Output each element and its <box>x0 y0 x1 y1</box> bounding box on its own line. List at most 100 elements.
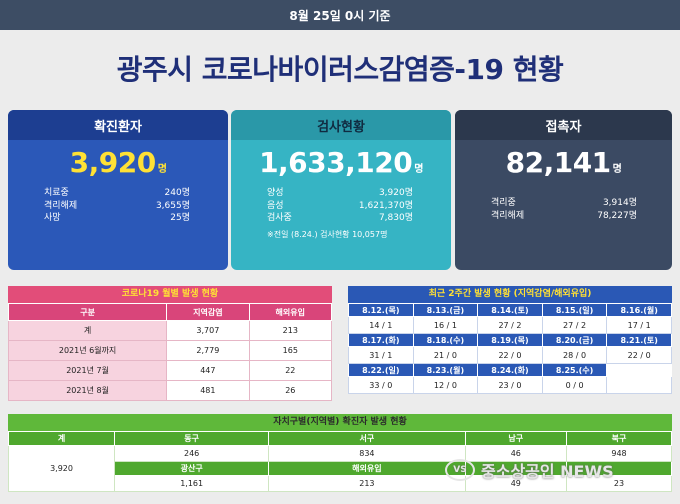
table-row: 2021년 6월까지 2,779 165 <box>7 340 333 361</box>
column-header: 해외유입 <box>248 303 333 321</box>
date-header-row: 8.17.(화) 8.18.(수) 8.19.(목) 8.20.(금) 8.21… <box>348 333 672 347</box>
date-cell: 8.12.(목) <box>348 303 414 317</box>
date-cell: 8.23.(월) <box>412 363 479 377</box>
table-header-row: 구분 지역감염 해외유입 <box>7 303 333 321</box>
value-cell: 22 / 0 <box>606 346 672 364</box>
value-cell: 246 <box>114 445 270 462</box>
watermark: VS 중소상공인 NEWS <box>445 455 675 485</box>
row-value: 3,914명 <box>602 198 637 208</box>
tests-row: 양성 3,920명 <box>267 187 413 200</box>
column-header: 해외유입 <box>268 461 466 476</box>
value-cell: 21 / 0 <box>412 346 479 364</box>
twoweek-caption: 최근 2주간 발생 현황 (지역감염/해외유입) <box>348 286 672 303</box>
tests-number: 1,633,120 <box>259 146 413 179</box>
watermark-text: 중소상공인 NEWS <box>481 462 614 481</box>
tests-total: 1,633,120 명 <box>231 146 451 179</box>
district-caption: 자치구별(지역별) 확진자 발생 현황 <box>8 414 672 431</box>
table-cell: 3,707 <box>166 320 250 341</box>
date-cell: 8.19.(목) <box>477 333 543 347</box>
table-cell: 2,779 <box>166 340 250 361</box>
total-cell: 3,920 <box>7 445 116 492</box>
tests-unit: 명 <box>414 164 423 175</box>
column-header: 지역감염 <box>166 303 250 321</box>
value-cell: 0 / 0 <box>541 376 608 394</box>
contacts-card: 접촉자 82,141 명 격리중 3,914명 격리해제 78,227명 <box>455 110 672 270</box>
column-header: 구분 <box>7 303 168 321</box>
confirmed-unit: 명 <box>157 164 167 175</box>
table-header-row: 광산구 해외유입 <box>9 461 672 476</box>
table-cell: 165 <box>248 340 333 361</box>
table-row: 33 / 0 12 / 0 23 / 0 0 / 0 <box>348 376 672 394</box>
date-cell: 8.20.(금) <box>541 333 608 347</box>
confirmed-row: 치료중 240명 <box>44 187 190 200</box>
table-cell: 계 <box>7 320 168 341</box>
row-label: 사망 <box>44 213 61 223</box>
row-label: 격리중 <box>491 198 516 208</box>
contacts-row: 격리중 3,914명 <box>491 197 637 210</box>
contacts-row: 격리해제 78,227명 <box>491 210 637 223</box>
column-header: 동구 <box>114 431 270 446</box>
value-cell: 17 / 1 <box>606 316 672 334</box>
contacts-number: 82,141 <box>505 146 612 179</box>
table-row: 계 3,707 213 <box>7 320 333 341</box>
confirmed-breakdown: 치료중 240명 격리해제 3,655명 사망 25명 <box>44 187 190 225</box>
page-title: 광주시 코로나바이러스감염증-19 현황 <box>116 53 564 86</box>
row-label: 검사중 <box>267 213 292 223</box>
table-cell: 2021년 8월 <box>7 380 168 401</box>
table-row: 1,161 213 49 23 <box>9 475 672 492</box>
table-cell: 481 <box>166 380 250 401</box>
date-cell: 8.25.(수) <box>541 363 608 377</box>
confirmed-card-title: 확진환자 <box>8 110 228 140</box>
value-cell: 28 / 0 <box>541 346 608 364</box>
date-cell: 8.14.(토) <box>477 303 543 317</box>
table-header-row: 계 동구 서구 남구 북구 <box>7 431 672 446</box>
table-cell: 447 <box>166 360 250 381</box>
twoweek-table: 8.12.(목) 8.13.(금) 8.14.(토) 8.15.(일) 8.16… <box>348 303 672 394</box>
column-header: 계 <box>7 431 116 446</box>
confirmed-row: 사망 25명 <box>44 212 190 225</box>
value-cell: 27 / 2 <box>477 316 543 334</box>
tests-row: 검사중 7,830명 <box>267 212 413 225</box>
date-cell: 8.22.(일) <box>348 363 414 377</box>
monthly-table-section: 코로나19 월별 발생 현황 구분 지역감염 해외유입 계 3,707 213 … <box>7 286 333 401</box>
monthly-caption: 코로나19 월별 발생 현황 <box>8 286 332 303</box>
value-cell: 14 / 1 <box>348 316 414 334</box>
watermark-logo-icon: VS <box>445 459 475 481</box>
date-header: 8월 25일 0시 기준 <box>0 0 680 30</box>
confirmed-total: 3,920 명 <box>8 146 228 179</box>
value-cell: 27 / 2 <box>541 316 608 334</box>
date-cell: 8.24.(화) <box>477 363 543 377</box>
value-cell: 31 / 1 <box>348 346 414 364</box>
table-row: 2021년 7월 447 22 <box>7 360 333 381</box>
table-row: 31 / 1 21 / 0 22 / 0 28 / 0 22 / 0 <box>348 346 672 364</box>
row-value: 78,227명 <box>597 210 637 221</box>
contacts-unit: 명 <box>612 164 622 175</box>
tests-card-title: 검사현황 <box>231 110 451 140</box>
date-cell: 8.13.(금) <box>412 303 479 317</box>
value-cell: 834 <box>268 445 466 462</box>
contacts-breakdown: 격리중 3,914명 격리해제 78,227명 <box>491 197 637 222</box>
value-cell: 46 <box>464 445 568 462</box>
row-value: 3,920명 <box>378 188 413 198</box>
row-label: 격리해제 <box>491 210 525 221</box>
table-cell: 2021년 7월 <box>7 360 168 381</box>
contacts-total: 82,141 명 <box>455 146 672 179</box>
date-cell: 8.16.(월) <box>606 303 672 317</box>
confirmed-row: 격리해제 3,655명 <box>44 200 190 213</box>
district-table: 계 동구 서구 남구 북구 3,920 246 834 46 948 광산구 해… <box>7 431 672 492</box>
tests-note: ※전일 (8.24.) 검사현황 10,057명 <box>267 229 388 239</box>
date-header-text: 8월 25일 0시 기준 <box>289 8 391 23</box>
value-cell: 33 / 0 <box>348 376 414 394</box>
row-value: 25명 <box>170 213 190 223</box>
table-cell: 2021년 6월까지 <box>7 340 168 361</box>
contacts-card-title: 접촉자 <box>455 110 672 140</box>
monthly-table: 구분 지역감염 해외유입 계 3,707 213 2021년 6월까지 2,77… <box>7 303 333 401</box>
confirmed-number: 3,920 <box>69 146 157 179</box>
value-cell: 16 / 1 <box>412 316 479 334</box>
date-cell: 8.17.(화) <box>348 333 414 347</box>
empty-cell <box>606 376 672 394</box>
column-header: 북구 <box>566 431 672 446</box>
value-cell: 213 <box>268 475 466 492</box>
row-label: 음성 <box>267 200 284 211</box>
tests-card: 검사현황 1,633,120 명 양성 3,920명 음성 1,621,370명 검사… <box>231 110 451 270</box>
